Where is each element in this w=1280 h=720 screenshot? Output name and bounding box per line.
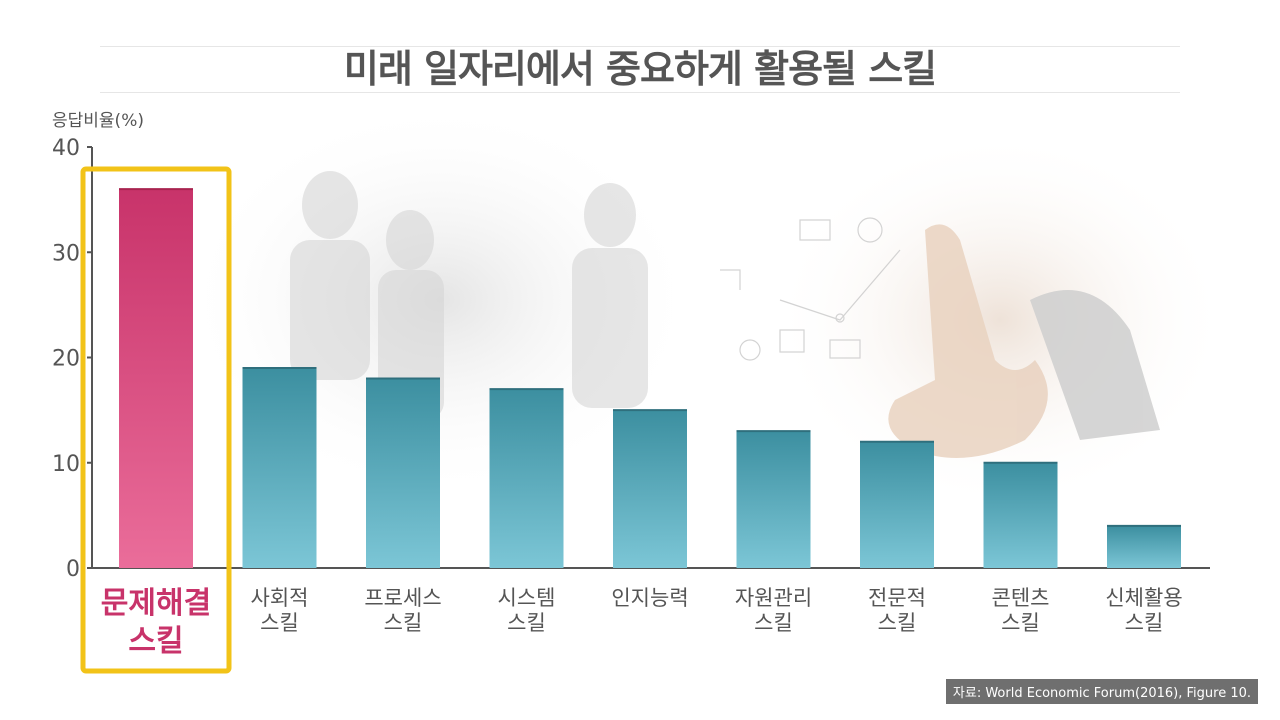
x-tick-label: 프로세스 스킬 [364,586,441,635]
bar [119,189,193,568]
x-tick-label-line: 프로세스 [364,586,441,610]
x-tick-label-line: 인지능력 [611,586,688,610]
x-tick-label: 콘텐츠 스킬 [992,586,1050,635]
x-tick-label-line: 스킬 [1125,611,1164,635]
x-tick-label-line: 스킬 [128,624,183,659]
source-note: 자료: World Economic Forum(2016), Figure 1… [945,679,1258,704]
page-title: 미래 일자리에서 중요하게 활용될 스킬 [343,47,937,91]
x-tick-label: 사회적 스킬 [251,586,309,635]
x-tick-label-line: 자원관리 [735,586,812,610]
x-tick-label-line: 문제해결 [101,586,211,621]
y-tick-label: 30 [52,241,80,266]
y-axis-label: 응답비율(%) [52,111,144,131]
bar [983,462,1058,568]
x-tick-label-line: 스킬 [260,611,299,635]
x-tick-label-line: 스킬 [1001,611,1040,635]
bar [242,368,317,568]
x-tick-label-line: 신체활용 [1105,586,1182,610]
x-tick-label-line: 스킬 [384,611,423,635]
x-tick-label-line: 시스템 [498,586,556,610]
title-bottom-rule [100,92,1180,93]
x-tick-label-line: 콘텐츠 [992,586,1050,610]
x-tick-label-line: 스킬 [754,611,793,635]
x-tick-label: 신체활용 스킬 [1105,586,1182,635]
y-tick-label: 0 [66,557,80,582]
title-top-rule [100,46,1180,47]
x-tick-label: 문제해결 스킬 [101,586,211,659]
x-tick-label-line: 스킬 [878,611,917,635]
bar [366,378,440,568]
y-tick-label: 20 [52,347,80,372]
bar [860,441,934,568]
x-tick-label-line: 사회적 [251,586,309,610]
bar [489,389,564,568]
x-tick-label: 전문적 스킬 [868,586,926,635]
x-tick-label-line: 전문적 [868,586,926,610]
bar [736,431,811,568]
highlight-box [80,166,232,674]
x-tick-label: 자원관리 스킬 [735,586,812,635]
y-tick-label: 10 [52,452,80,477]
bar [1107,525,1181,568]
y-tick-label: 40 [52,136,80,161]
x-tick-label-line: 스킬 [507,611,546,635]
bar [613,410,687,568]
x-tick-label: 시스템 스킬 [498,586,556,635]
x-tick-label: 인지능력 [611,586,688,610]
